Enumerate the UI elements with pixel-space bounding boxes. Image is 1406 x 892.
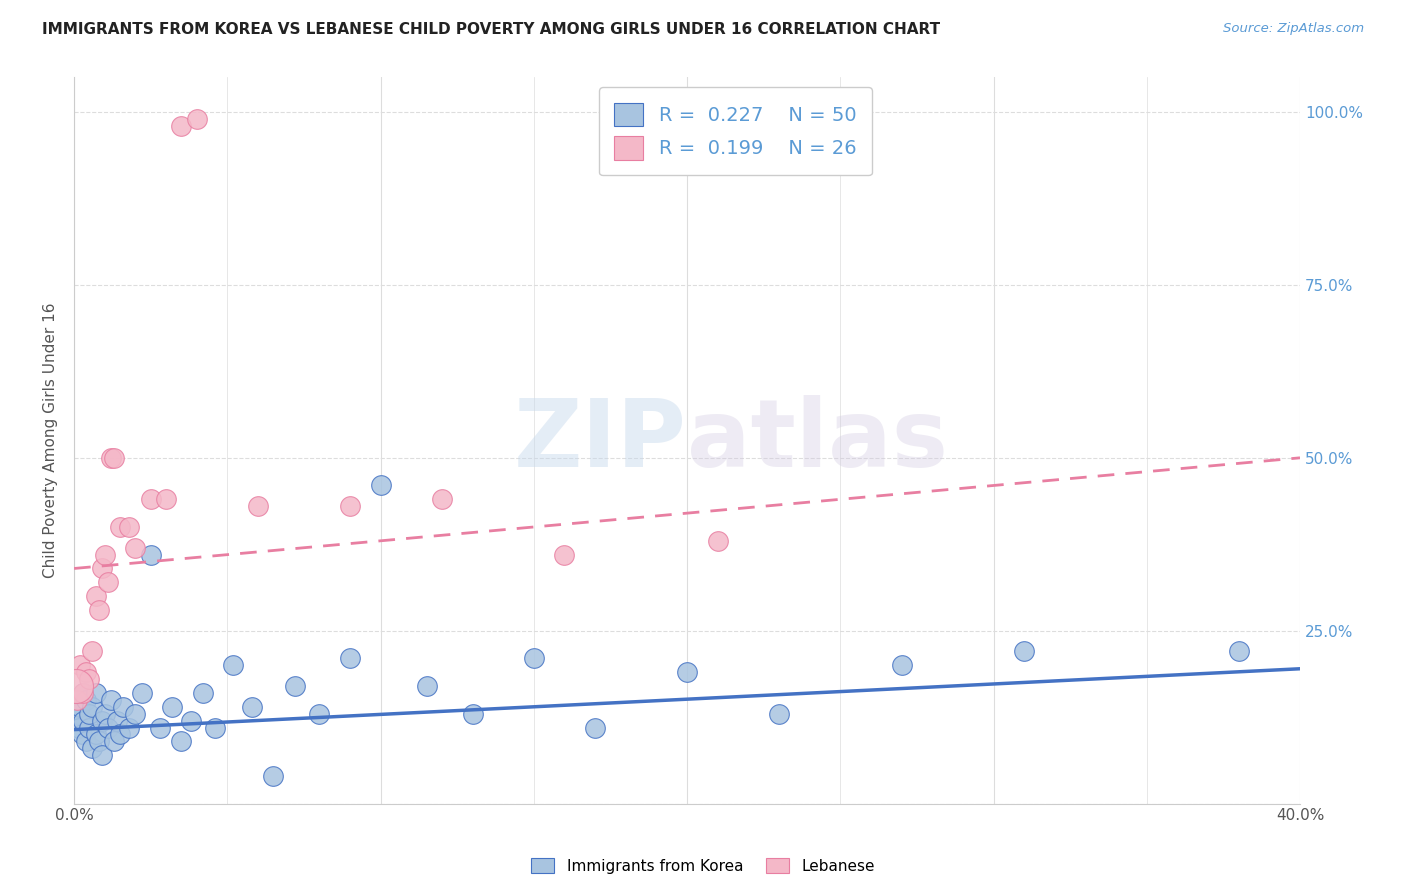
- Point: [523, 651, 546, 665]
- Point: [79, 706, 101, 721]
- Point: [676, 665, 699, 680]
- Point: [72, 686, 94, 700]
- Point: [79, 721, 101, 735]
- Y-axis label: Child Poverty Among Girls Under 16: Child Poverty Among Girls Under 16: [44, 302, 58, 578]
- Point: [768, 706, 790, 721]
- Point: [100, 450, 122, 465]
- Point: [103, 450, 125, 465]
- Point: [160, 699, 183, 714]
- Text: IMMIGRANTS FROM KOREA VS LEBANESE CHILD POVERTY AMONG GIRLS UNDER 16 CORRELATION: IMMIGRANTS FROM KOREA VS LEBANESE CHILD …: [42, 22, 941, 37]
- Point: [204, 721, 226, 735]
- Point: [149, 721, 172, 735]
- Point: [155, 492, 177, 507]
- Point: [890, 658, 912, 673]
- Point: [118, 520, 141, 534]
- Point: [583, 721, 606, 735]
- Point: [222, 658, 245, 673]
- Point: [75, 665, 97, 680]
- Point: [90, 714, 112, 728]
- Point: [82, 644, 104, 658]
- Point: [84, 686, 107, 700]
- Point: [93, 548, 115, 562]
- Point: [97, 575, 120, 590]
- Text: atlas: atlas: [688, 394, 948, 486]
- Point: [66, 693, 89, 707]
- Point: [339, 500, 361, 514]
- Point: [170, 119, 193, 133]
- Point: [240, 699, 263, 714]
- Legend: Immigrants from Korea, Lebanese: Immigrants from Korea, Lebanese: [526, 852, 880, 880]
- Point: [90, 561, 112, 575]
- Point: [191, 686, 214, 700]
- Point: [186, 112, 208, 126]
- Point: [1012, 644, 1035, 658]
- Point: [105, 714, 128, 728]
- Point: [170, 734, 193, 748]
- Point: [415, 679, 437, 693]
- Point: [82, 699, 104, 714]
- Point: [72, 686, 94, 700]
- Point: [108, 727, 131, 741]
- Point: [139, 548, 162, 562]
- Point: [553, 548, 575, 562]
- Point: [90, 748, 112, 763]
- Point: [72, 714, 94, 728]
- Legend: R =  0.227    N = 50, R =  0.199    N = 26: R = 0.227 N = 50, R = 0.199 N = 26: [599, 87, 872, 176]
- Point: [100, 693, 122, 707]
- Point: [87, 734, 110, 748]
- Point: [124, 541, 146, 555]
- Point: [308, 706, 330, 721]
- Point: [93, 706, 115, 721]
- Point: [124, 706, 146, 721]
- Point: [284, 679, 307, 693]
- Point: [65, 679, 87, 693]
- Point: [246, 500, 269, 514]
- Point: [461, 706, 484, 721]
- Point: [97, 721, 120, 735]
- Point: [131, 686, 153, 700]
- Point: [370, 478, 392, 492]
- Point: [108, 520, 131, 534]
- Text: ZIP: ZIP: [515, 394, 688, 486]
- Point: [75, 734, 97, 748]
- Point: [103, 734, 125, 748]
- Point: [87, 603, 110, 617]
- Point: [65, 706, 87, 721]
- Point: [706, 533, 728, 548]
- Point: [180, 714, 202, 728]
- Point: [69, 699, 91, 714]
- Point: [69, 658, 91, 673]
- Point: [139, 492, 162, 507]
- Point: [84, 589, 107, 603]
- Point: [79, 672, 101, 686]
- Point: [262, 769, 284, 783]
- Point: [430, 492, 453, 507]
- Point: [67, 721, 90, 735]
- Point: [339, 651, 361, 665]
- Point: [84, 727, 107, 741]
- Text: Source: ZipAtlas.com: Source: ZipAtlas.com: [1223, 22, 1364, 36]
- Point: [75, 693, 97, 707]
- Point: [70, 727, 93, 741]
- Point: [118, 721, 141, 735]
- Point: [1227, 644, 1250, 658]
- Point: [112, 699, 135, 714]
- Point: [82, 741, 104, 756]
